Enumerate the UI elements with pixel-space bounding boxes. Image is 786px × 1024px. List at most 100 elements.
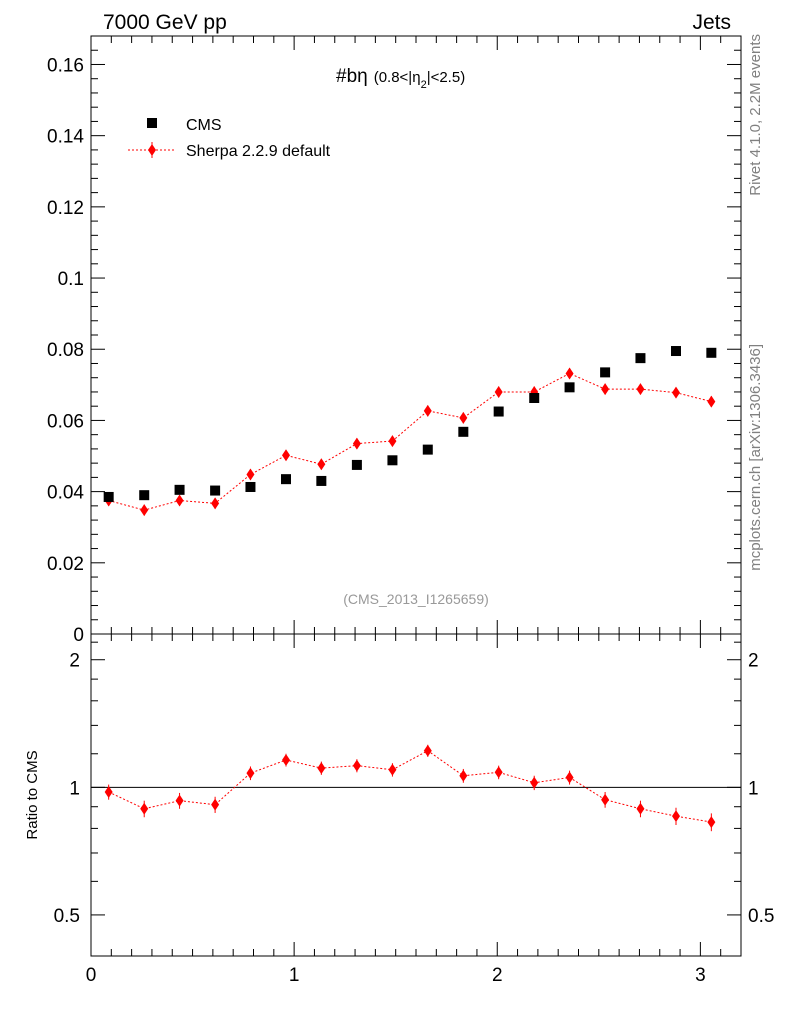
legend-cms-marker [147,118,157,128]
ratio-series-sherpa [104,744,716,832]
main-panel: 0 0.02 0.04 0.06 0.08 0.1 0.12 0.14 0.16 #bη (0.8… [47,35,742,646]
cms-point [529,393,540,404]
ratio-sherpa-point [104,785,113,798]
main-y-tick-label: 0.14 [47,127,84,148]
ratio-sherpa-point [601,793,610,806]
ratio-y-tick-label-right: 1 [748,778,759,799]
cms-point [564,382,575,393]
ratio-y-tick-labels: 0.5 0.5 1 1 2 2 [54,651,775,927]
main-title-main: #bη [336,66,368,87]
mcplots-label: mcplots.cern.ch [arXiv:1306.3436] [747,344,764,571]
ratio-y-tick-label-right: 0.5 [748,906,774,927]
ratio-panel: 0.5 0.5 1 1 2 2 0 1 2 3 Ratio to CMS [24,633,775,986]
ratio-frame [90,633,742,957]
cms-point [281,474,291,485]
main-y-tick-label: 0.1 [58,269,84,290]
sherpa-point [388,435,397,448]
legend-sherpa-label: Sherpa 2.2.9 default [186,143,331,160]
cms-point [316,475,327,486]
legend: CMS Sherpa 2.2.9 default [128,117,331,160]
main-y-tick-label: 0.04 [47,483,84,504]
legend-sherpa-marker [148,144,156,156]
ratio-sherpa-point [246,767,255,780]
cms-point [210,485,221,496]
cms-point [103,491,114,502]
cms-point [351,459,362,470]
main-y-tick-labels: 0 0.02 0.04 0.06 0.08 0.1 0.12 0.14 0.16 [47,55,84,646]
ratio-y-tick-label-left: 2 [69,651,80,672]
sherpa-point [707,395,716,408]
ratio-y-tick-label-right: 2 [748,651,759,672]
ratio-sherpa-point [459,769,468,782]
main-series-sherpa [104,367,716,517]
sherpa-point [494,385,503,398]
legend-cms-label: CMS [186,117,222,134]
sherpa-point [175,494,184,507]
main-y-tick-label: 0.12 [47,198,84,219]
ratio-x-tick-label: 1 [289,965,300,986]
main-title-sub: 2 [421,79,427,91]
sherpa-point [352,437,361,450]
cms-point [671,346,681,357]
ratio-sherpa-point [388,763,397,776]
cms-point [635,353,646,364]
main-y-tick-label: 0.16 [47,55,84,76]
ratio-y-tick-label-left: 1 [69,778,80,799]
cms-point [245,481,256,492]
main-series-cms [103,346,717,502]
sherpa-point [211,497,220,510]
sherpa-point [636,383,645,396]
main-title-pre: (0.8<|η [374,69,421,86]
main-y-tick-label: 0.06 [47,411,84,432]
cms-point [458,426,469,437]
sherpa-point [601,383,610,396]
ratio-sherpa-point [140,802,149,815]
ratio-sherpa-point [494,766,503,779]
rivet-label: Rivet 4.1.0, 2.2M events [747,34,764,196]
cms-point [422,444,433,455]
ratio-sherpa-point [672,810,680,823]
sherpa-point [672,386,680,399]
main-ticks [90,35,742,635]
ratio-sherpa-point [352,759,361,772]
ratio-sherpa-point [565,771,574,784]
ratio-ticks [90,634,742,957]
cms-point [706,347,717,358]
ratio-y-tick-label-left: 0.5 [54,906,80,927]
ratio-x-tick-label: 2 [492,965,503,986]
ratio-sherpa-point [211,798,220,811]
ratio-x-tick-label: 3 [695,965,706,986]
ratio-x-tick-labels: 0 1 2 3 [86,965,706,986]
sherpa-point [459,411,468,424]
ratio-sherpa-point [175,794,184,807]
main-y-tick-label: 0.08 [47,340,84,361]
cms-point [174,484,185,495]
sherpa-line [108,372,712,511]
ratio-sherpa-point [530,776,539,789]
ratio-sherpa-point [423,744,432,757]
ratio-sherpa-point [636,802,645,815]
cms-point [139,490,150,501]
cms-point [600,367,611,378]
ratio-sherpa-point [707,816,716,829]
ratio-sherpa-line [108,750,712,823]
header-energy-label: 7000 GeV pp [103,11,227,34]
ratio-x-tick-label: 0 [86,965,97,986]
header-jets-label: Jets [692,11,731,34]
ratio-sherpa-point [317,762,326,775]
sherpa-point [317,458,326,471]
sherpa-point [140,504,149,517]
main-title-post: |<2.5) [427,69,466,86]
analysis-watermark: (CMS_2013_I1265659) [343,591,489,607]
ratio-y-axis-label: Ratio to CMS [24,750,41,839]
main-title: #bη (0.8<|η2|<2.5) [336,66,465,91]
sherpa-point [423,404,432,417]
cms-point [493,406,504,417]
sherpa-point [565,367,574,380]
sherpa-point [282,449,290,462]
main-y-tick-label: 0 [73,625,84,646]
ratio-sherpa-point [282,754,290,767]
cms-point [387,455,398,466]
main-y-tick-label: 0.02 [47,554,84,575]
